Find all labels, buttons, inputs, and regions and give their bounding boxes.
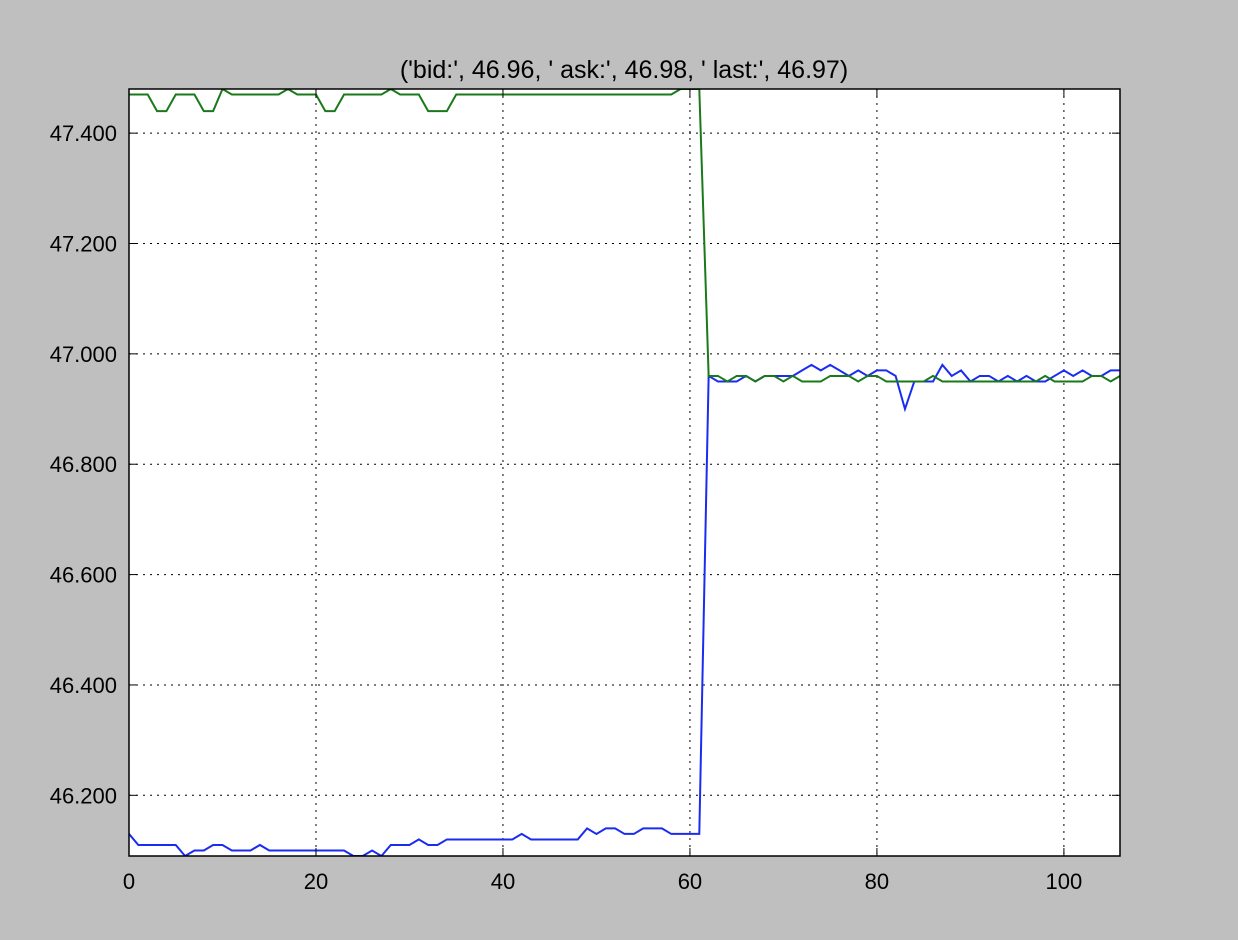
x-tick-label: 80 (865, 869, 889, 894)
y-tick-label: 47.400 (50, 121, 117, 146)
y-tick-label: 46.800 (50, 452, 117, 477)
x-tick-label: 40 (491, 869, 515, 894)
x-tick-label: 0 (123, 869, 135, 894)
series-line-2 (129, 89, 1120, 383)
x-tick-label: 60 (678, 869, 702, 894)
series-line-1 (129, 363, 1120, 856)
y-tick-label: 46.400 (50, 673, 117, 698)
x-tick-label: 20 (304, 869, 328, 894)
plot-area (129, 89, 1120, 856)
chart-title: ('bid:', 46.96, ' ask:', 46.98, ' last:'… (400, 56, 848, 84)
y-tick-label: 46.200 (50, 783, 117, 808)
x-tick-label: 100 (1046, 869, 1083, 894)
y-tick-label: 47.000 (50, 342, 117, 367)
y-tick-label: 47.200 (50, 232, 117, 257)
series-lines (129, 89, 1120, 856)
plot-frame (128, 88, 1121, 857)
tick-labels: 0 20 40 60 80 100 46.200 46.400 46.600 46.800 47.0… (50, 121, 1083, 894)
axis-ticks (128, 89, 1120, 856)
grid-lines (129, 89, 1120, 856)
y-tick-label: 46.600 (50, 563, 117, 588)
